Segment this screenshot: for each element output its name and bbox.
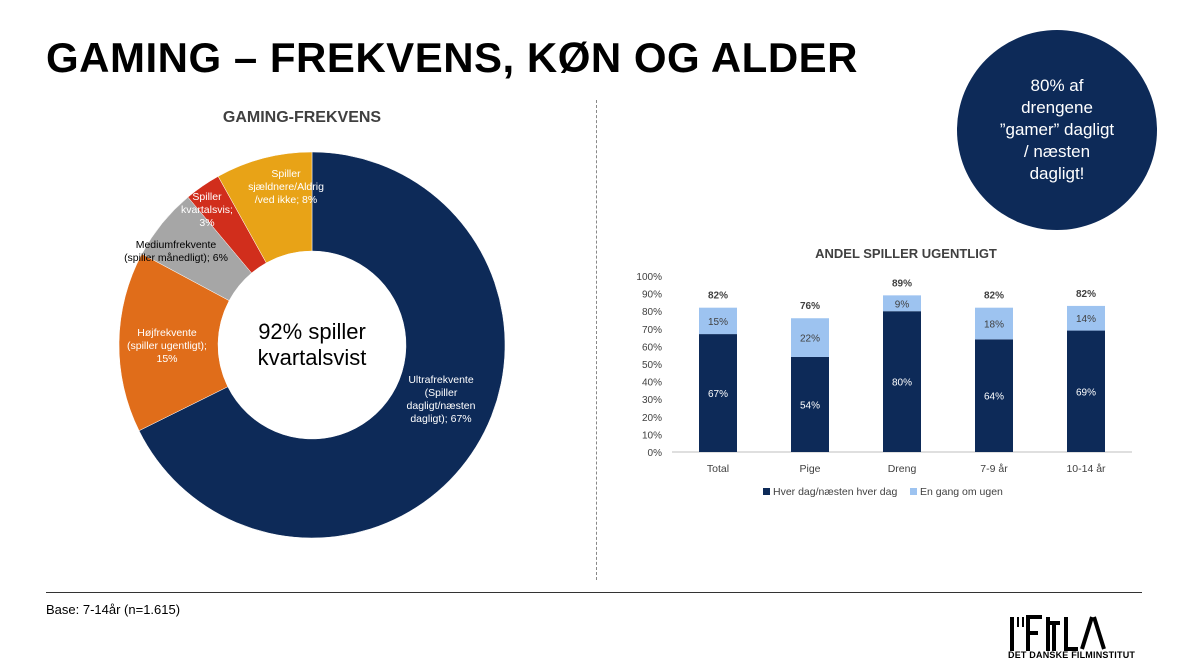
bar-segment: [791, 318, 829, 357]
logo-icon: [1010, 615, 1106, 651]
x-category-label: Pige: [799, 463, 820, 475]
legend-label: Hver dag/næsten hver dag: [773, 486, 897, 498]
bar-segment: [791, 356, 829, 452]
bar-total-label: 82%: [984, 291, 1004, 302]
bar-value-label: 14%: [1076, 314, 1096, 325]
y-tick-label: 80%: [642, 307, 662, 318]
legend-swatch: [910, 488, 917, 495]
callout-bubble: 80% af drengene ”gamer” dagligt / næsten…: [957, 30, 1157, 230]
donut-slice-label: Spiller sjældnere/Aldrig/ved ikke; 8%: [248, 168, 324, 206]
logo-caption: DET DANSKE FILMINSTITUT: [1008, 650, 1136, 660]
bar-segment: [1067, 330, 1105, 452]
y-tick-label: 100%: [636, 272, 662, 283]
bar-value-label: 22%: [800, 334, 820, 345]
donut-slice-label: Mediumfrekvente (spiller månedligt); 6%: [124, 239, 228, 264]
donut-center-label: 92% spiller kvartalsvist: [258, 319, 367, 370]
y-tick-label: 60%: [642, 342, 662, 353]
bar-segment: [975, 307, 1013, 340]
page-title: GAMING – FREKVENS, KØN OG ALDER: [46, 34, 859, 81]
y-tick-label: 90%: [642, 290, 662, 301]
bar-value-label: 15%: [708, 317, 728, 328]
bar-segment: [883, 311, 921, 452]
y-tick-label: 0%: [648, 448, 663, 459]
bar-segment: [699, 334, 737, 452]
bar-value-label: 69%: [1076, 387, 1096, 398]
donut-slice: [138, 151, 506, 539]
bar-chart-title: ANDEL SPILLER UGENTLIGT: [815, 246, 997, 261]
bar-segment: [975, 339, 1013, 452]
donut-chart: GAMING-FREKVENS Ultrafrekvente (Spiller dag…: [118, 109, 506, 539]
y-tick-label: 50%: [642, 360, 662, 371]
y-tick-label: 70%: [642, 325, 662, 336]
y-tick-label: 30%: [642, 395, 662, 406]
y-tick-label: 10%: [642, 430, 662, 441]
bar-total-label: 76%: [800, 301, 820, 312]
y-tick-label: 40%: [642, 378, 662, 389]
x-category-label: 10-14 år: [1066, 463, 1106, 475]
bar-value-label: 54%: [800, 400, 820, 411]
vertical-divider: [596, 100, 597, 580]
bar-value-label: 64%: [984, 392, 1004, 403]
footer-divider: [46, 592, 1142, 593]
legend-swatch: [763, 488, 770, 495]
stacked-bar-chart: ANDEL SPILLER UGENTLIGT 0% 10% 20% 30% 40% 50%…: [636, 246, 1132, 498]
bar-total-label: 82%: [708, 291, 728, 302]
donut-slice: [217, 151, 313, 264]
bar-total-label: 82%: [1076, 289, 1096, 300]
bar-value-label: 9%: [895, 299, 910, 310]
bar-segment: [699, 307, 737, 335]
donut-title: GAMING-FREKVENS: [223, 109, 382, 126]
donut-slice-label: Ultrafrekvente (Spiller dagligt/næsten dagl…: [407, 374, 476, 425]
bar-value-label: 18%: [984, 320, 1004, 331]
bar-value-label: 67%: [708, 389, 728, 400]
bar-segment: [1067, 305, 1105, 331]
bar-segment: [883, 295, 921, 312]
x-category-label: 7-9 år: [980, 463, 1008, 475]
bar-total-label: 89%: [892, 278, 912, 289]
base-footnote: Base: 7-14år (n=1.615): [46, 602, 181, 617]
legend-label: En gang om ugen: [920, 486, 1003, 498]
donut-slice-label: Højfrekvente (spiller ugentligt); 15%: [127, 327, 207, 365]
callout-text: 80% af drengene ”gamer” dagligt / næsten…: [999, 76, 1115, 183]
donut-slice-label: Spiller kvartalsvis; 3%: [181, 191, 233, 229]
x-category-label: Dreng: [888, 463, 917, 475]
x-category-label: Total: [707, 463, 729, 475]
bar-value-label: 80%: [892, 378, 912, 389]
y-tick-label: 20%: [642, 413, 662, 424]
